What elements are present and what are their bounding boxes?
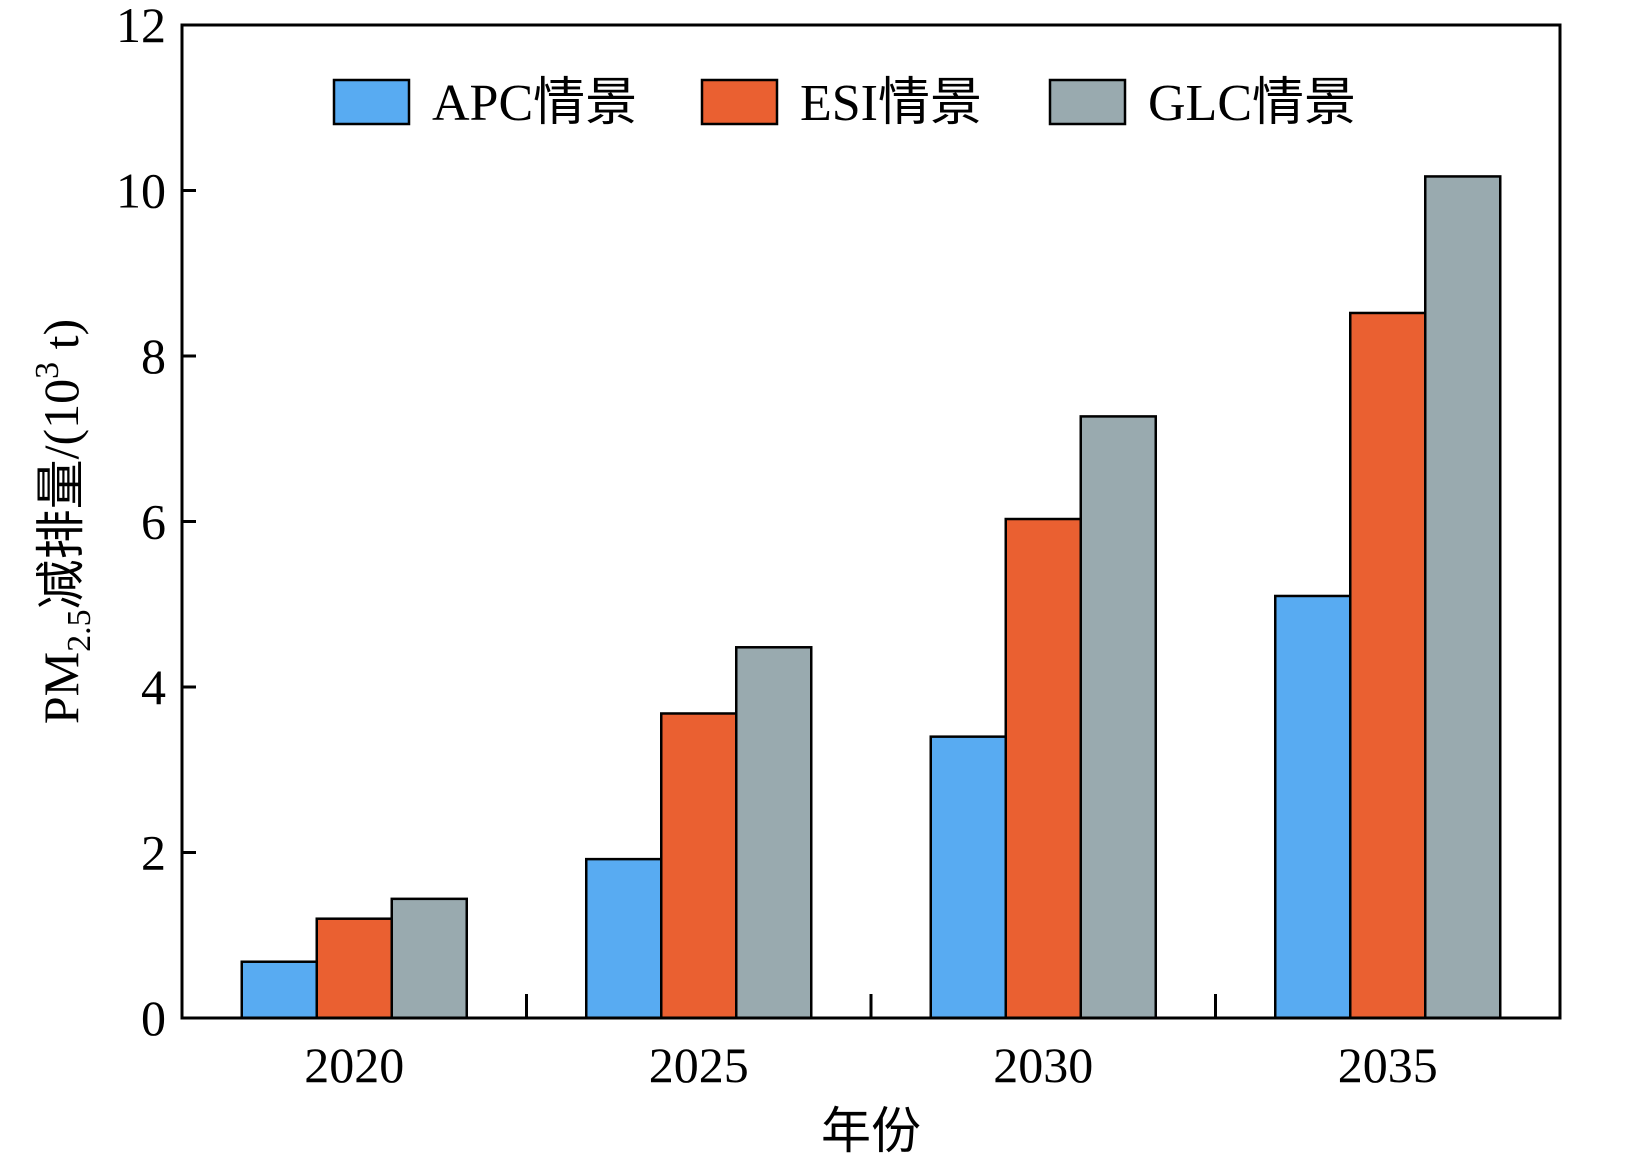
bar-3-2035 xyxy=(1424,175,1502,1020)
legend-label-2: ESI情景 xyxy=(800,75,982,132)
legend-swatch-3 xyxy=(1048,78,1127,126)
y-axis-title-subscript: 2.5 xyxy=(61,609,98,652)
y-tick-label: 6 xyxy=(141,494,166,550)
bar-2-2020 xyxy=(315,917,393,1020)
bar-3-2030 xyxy=(1079,415,1157,1020)
bar-1-2020 xyxy=(240,960,318,1020)
legend: APC情景 ESI情景 GLC情景 xyxy=(332,75,1356,132)
bar-2-2025 xyxy=(660,712,738,1020)
y-tick-label: 2 xyxy=(141,825,166,881)
y-tick-label: 10 xyxy=(116,163,166,219)
bar-1-2030 xyxy=(929,735,1007,1020)
bar-1-2035 xyxy=(1274,594,1352,1020)
y-tick-label: 12 xyxy=(116,0,166,53)
y-axis: 0 2 4 6 8 10 12 xyxy=(116,0,196,1046)
x-tick-label: 2035 xyxy=(1338,1037,1438,1093)
bar-3-2020 xyxy=(390,897,468,1020)
legend-label-3: GLC情景 xyxy=(1148,75,1356,132)
x-axis: 2020 2025 2030 2035 xyxy=(304,994,1438,1093)
y-axis-title-main: PM xyxy=(33,652,89,724)
legend-label-1: APC情景 xyxy=(432,75,637,132)
bars-layer xyxy=(240,175,1502,1020)
legend-swatch-1 xyxy=(332,78,411,126)
y-tick-label: 8 xyxy=(141,328,166,384)
y-axis-title-superscript: 3 xyxy=(29,362,66,379)
bar-2-2035 xyxy=(1349,311,1427,1020)
x-tick-label: 2020 xyxy=(304,1037,404,1093)
x-tick-label: 2030 xyxy=(993,1037,1093,1093)
x-tick-label: 2025 xyxy=(649,1037,749,1093)
y-axis-title-end: t) xyxy=(33,319,89,362)
y-tick-label: 0 xyxy=(141,990,166,1046)
bar-2-2030 xyxy=(1004,517,1082,1020)
legend-swatch-2 xyxy=(700,78,779,126)
bar-3-2025 xyxy=(735,646,813,1020)
bar-1-2025 xyxy=(585,857,663,1020)
y-tick-label: 4 xyxy=(141,659,166,715)
y-axis-title-unit: 减排量/(10 xyxy=(33,379,89,610)
y-axis-title: PM2.5减排量/(103 t) xyxy=(29,319,98,724)
x-axis-title: 年份 xyxy=(821,1103,921,1159)
